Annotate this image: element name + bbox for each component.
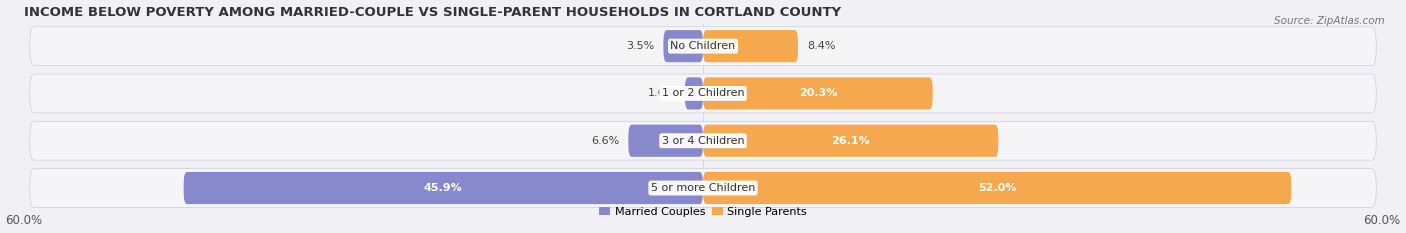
FancyBboxPatch shape	[184, 172, 703, 204]
FancyBboxPatch shape	[30, 27, 1376, 65]
Text: 6.6%: 6.6%	[591, 136, 619, 146]
Text: INCOME BELOW POVERTY AMONG MARRIED-COUPLE VS SINGLE-PARENT HOUSEHOLDS IN CORTLAN: INCOME BELOW POVERTY AMONG MARRIED-COUPL…	[24, 6, 841, 19]
FancyBboxPatch shape	[703, 30, 799, 62]
FancyBboxPatch shape	[664, 30, 703, 62]
FancyBboxPatch shape	[703, 172, 1291, 204]
Text: 26.1%: 26.1%	[831, 136, 870, 146]
Text: 1.6%: 1.6%	[648, 89, 676, 98]
Text: 8.4%: 8.4%	[807, 41, 835, 51]
Text: 3.5%: 3.5%	[626, 41, 654, 51]
FancyBboxPatch shape	[30, 74, 1376, 113]
Text: 5 or more Children: 5 or more Children	[651, 183, 755, 193]
FancyBboxPatch shape	[30, 121, 1376, 160]
FancyBboxPatch shape	[703, 125, 998, 157]
Text: 20.3%: 20.3%	[799, 89, 837, 98]
Legend: Married Couples, Single Parents: Married Couples, Single Parents	[595, 202, 811, 221]
Text: 45.9%: 45.9%	[425, 183, 463, 193]
FancyBboxPatch shape	[703, 77, 932, 110]
Text: No Children: No Children	[671, 41, 735, 51]
Text: 52.0%: 52.0%	[979, 183, 1017, 193]
Text: 3 or 4 Children: 3 or 4 Children	[662, 136, 744, 146]
FancyBboxPatch shape	[628, 125, 703, 157]
FancyBboxPatch shape	[685, 77, 703, 110]
Text: Source: ZipAtlas.com: Source: ZipAtlas.com	[1274, 16, 1385, 26]
Text: 1 or 2 Children: 1 or 2 Children	[662, 89, 744, 98]
FancyBboxPatch shape	[30, 169, 1376, 207]
